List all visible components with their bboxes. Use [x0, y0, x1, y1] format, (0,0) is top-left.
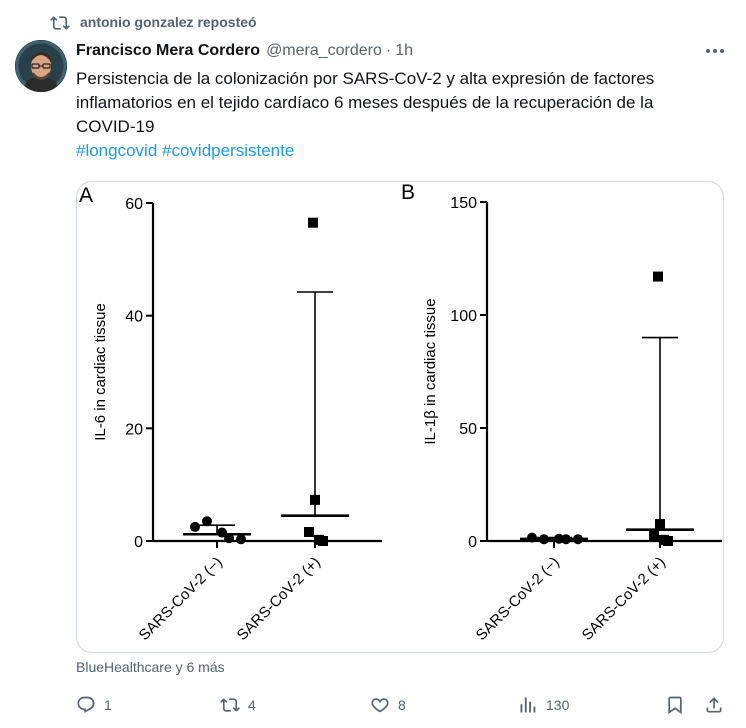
y-tick-label: 150	[450, 195, 477, 212]
bookmark-button[interactable]	[665, 694, 685, 716]
y-axis-label: IL-1β in cardiac tissue	[422, 298, 439, 444]
data-point	[310, 494, 320, 505]
data-point	[318, 536, 328, 546]
tweet-text: Persistencia de la colonización por SARS…	[76, 69, 655, 136]
avatar[interactable]	[15, 40, 67, 92]
tweet-media[interactable]: A 0 20 40 60 IL-6 in cardiac tissue SARS-CoV-2…	[76, 181, 724, 653]
panel-label: B	[401, 182, 415, 204]
repost-button[interactable]: 4	[220, 694, 256, 716]
views-chart-icon	[520, 697, 536, 713]
more-options-icon[interactable]	[704, 42, 726, 60]
views-button[interactable]: 130	[518, 694, 569, 716]
author-name[interactable]: Francisco Mera Cordero	[76, 42, 261, 59]
y-tick-label: 0	[134, 534, 143, 551]
data-point	[663, 536, 673, 546]
author-handle[interactable]: @mera_cordero	[266, 42, 382, 59]
share-button[interactable]	[704, 694, 724, 716]
data-point	[308, 217, 318, 228]
repost-icon	[50, 16, 70, 30]
y-tick-label: 40	[125, 309, 143, 326]
social-context[interactable]: BlueHealthcare y 6 más	[76, 659, 225, 675]
data-point	[304, 526, 314, 537]
data-point	[655, 519, 665, 530]
hashtags[interactable]: #longcovid #covidpersistente	[76, 141, 295, 160]
chart-figure: A 0 20 40 60 IL-6 in cardiac tissue SARS-CoV-2…	[79, 182, 722, 644]
tweet-header: Francisco Mera Cordero @mera_cordero · 1…	[76, 41, 413, 61]
reply-count: 1	[104, 697, 112, 713]
bookmark-icon	[668, 696, 682, 715]
reply-icon	[77, 696, 95, 713]
like-button[interactable]: 8	[370, 694, 406, 716]
y-tick-label: 20	[125, 421, 143, 438]
data-point	[653, 271, 663, 282]
data-point	[224, 533, 234, 544]
y-axis-label: IL-6 in cardiac tissue	[92, 303, 109, 441]
panel-label: A	[79, 184, 93, 207]
y-tick-label: 100	[450, 308, 477, 325]
data-point	[190, 521, 200, 532]
separator-dot: ·	[385, 42, 392, 59]
data-point	[527, 532, 537, 543]
heart-icon	[371, 698, 389, 713]
tweet-body: Persistencia de la colonización por SARS…	[76, 67, 716, 163]
avatar-image	[15, 40, 67, 92]
share-icon	[706, 697, 722, 713]
like-count: 8	[398, 697, 406, 713]
x-tick-label: SARS-CoV-2 (+)	[234, 554, 324, 644]
data-point	[649, 530, 659, 541]
data-point	[202, 516, 212, 527]
reply-button[interactable]: 1	[76, 694, 112, 716]
repost-count: 4	[248, 697, 256, 713]
data-point	[236, 534, 246, 545]
y-tick-label: 50	[459, 421, 477, 438]
y-tick-label: 0	[468, 534, 477, 551]
x-tick-label: SARS-CoV-2 (+)	[579, 554, 669, 644]
y-tick-label: 60	[125, 196, 143, 213]
x-tick-label: SARS-CoV-2 (−)	[136, 554, 226, 644]
action-bar: 1 4 8 130	[76, 690, 726, 720]
repost-text: antonio gonzalez reposteó	[80, 14, 257, 30]
repost-icon	[220, 698, 240, 712]
timestamp[interactable]: 1h	[395, 42, 414, 59]
x-tick-label: SARS-CoV-2 (−)	[473, 554, 563, 644]
views-count: 130	[546, 697, 570, 713]
